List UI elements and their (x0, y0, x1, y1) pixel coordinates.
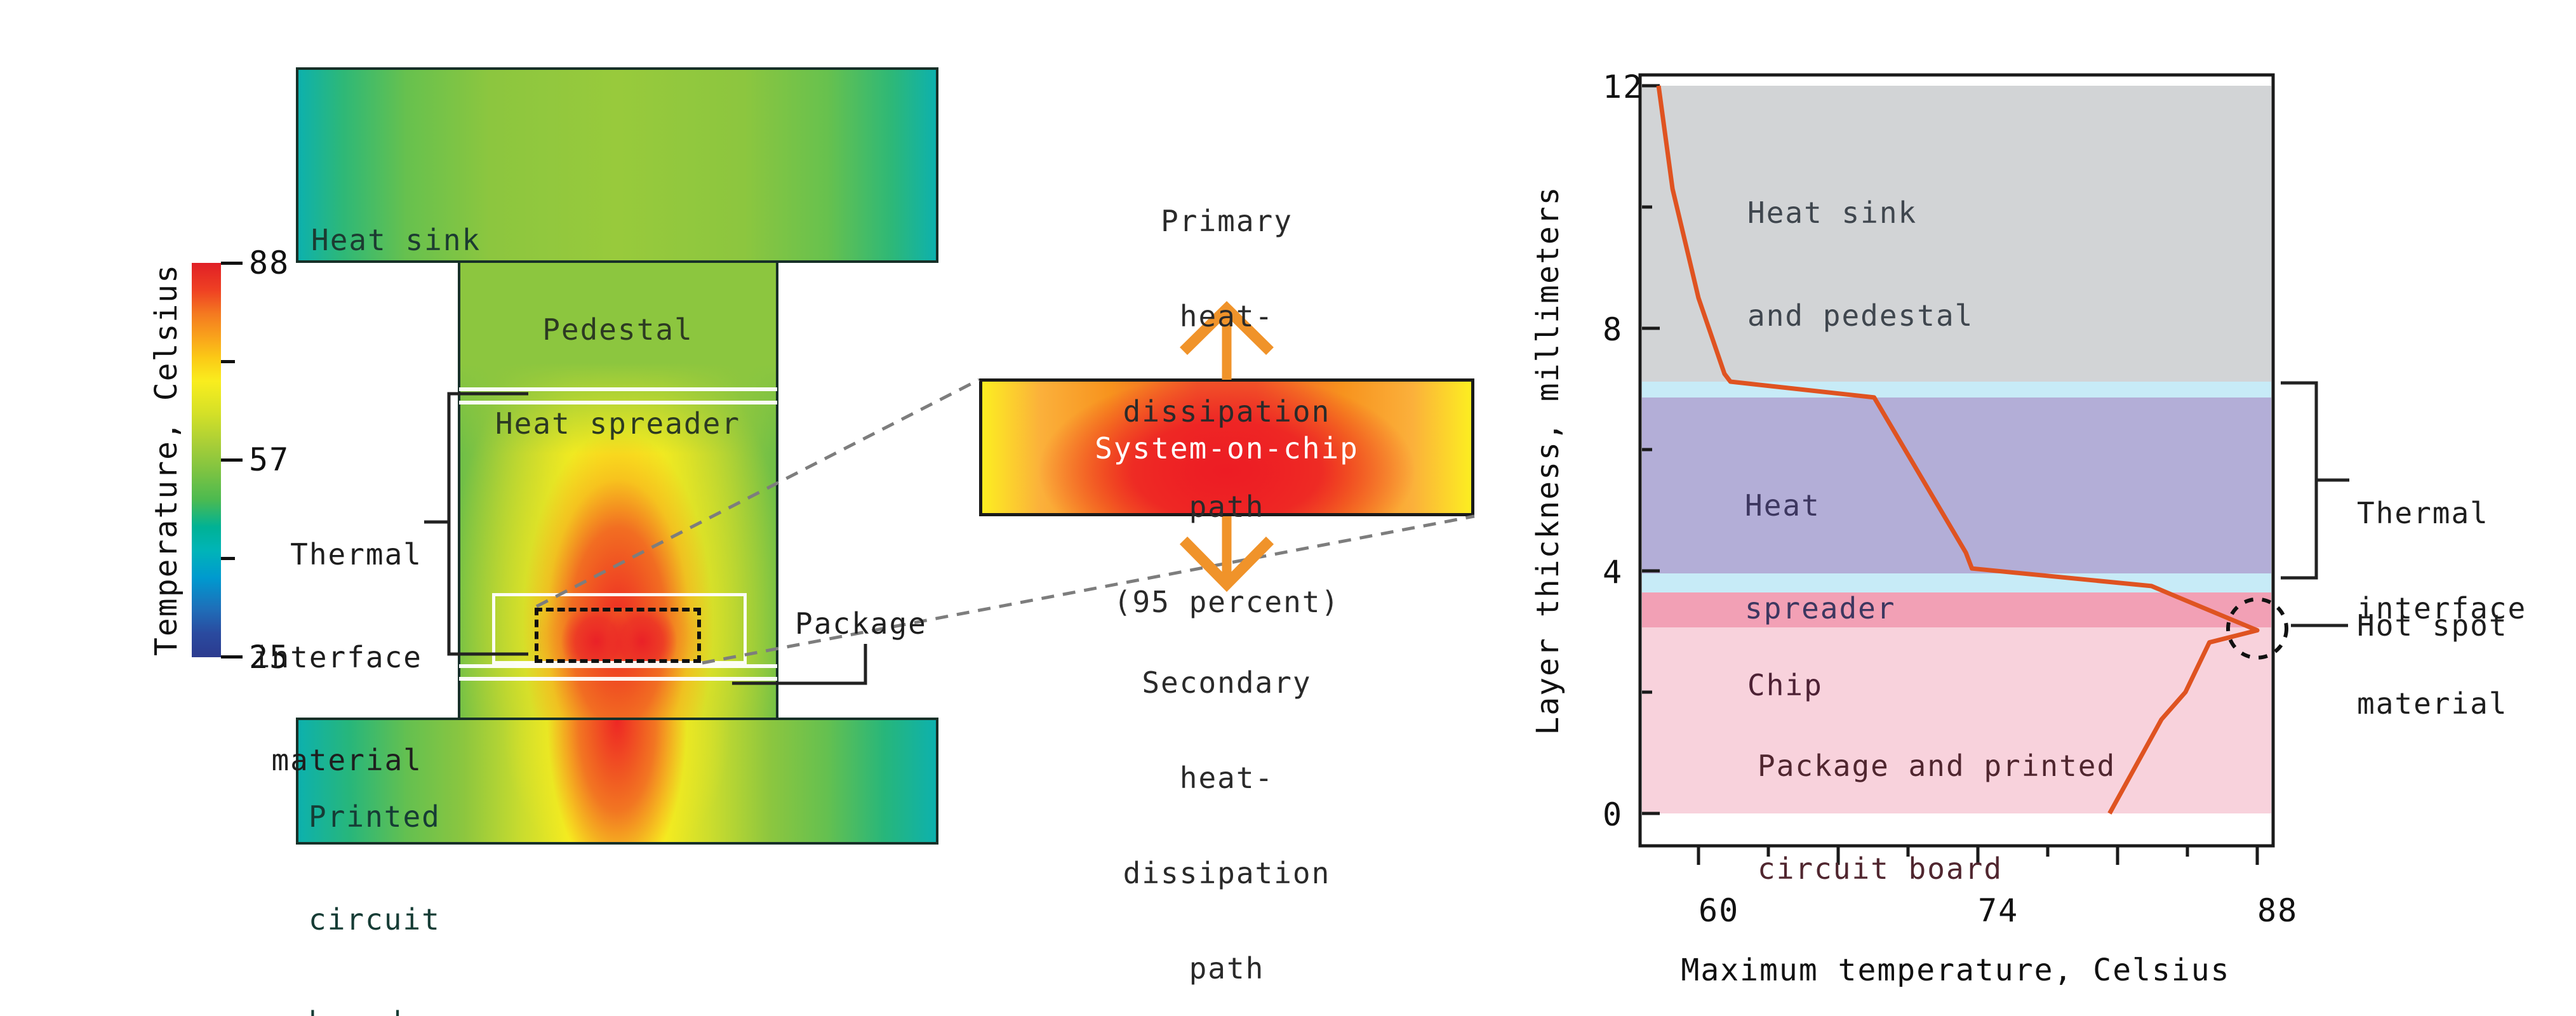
hot-spot-label: Hot spot (2357, 608, 2508, 643)
tim-bracket-right (2281, 381, 2318, 580)
y-tick-label-12: 12 (1603, 69, 1644, 105)
thermal-interface-line-bottom-2 (459, 677, 777, 681)
colorbar-tick-25 (221, 655, 243, 658)
colorbar-tick-57 (221, 458, 243, 462)
chip-dashed-outline-box (535, 608, 701, 663)
band-thermal-interface-material-lower- (1642, 573, 2271, 593)
colorbar-tick-minor (221, 557, 235, 560)
y-tick-label-4: 4 (1603, 554, 1624, 591)
printed-circuit-board-region (296, 718, 938, 845)
package-label: Package (795, 606, 927, 641)
thermal-interface-line-top-1 (459, 387, 777, 391)
x-tick-label-88: 88 (2257, 892, 2299, 929)
thermal-interface-line-bottom-1 (459, 664, 777, 668)
thermal-interface-line-top-2 (459, 401, 777, 404)
colorbar-title: Temperature, Celsius (149, 264, 184, 656)
heat-spreader-label: Heat spreader (495, 406, 741, 441)
y-axis-title: Layer thickness, millimeters (1530, 185, 1566, 735)
x-axis-title: Maximum temperature, Celsius (1681, 952, 2231, 988)
zone-label-heat-sink-and-pedestal: Heat sink and pedestal (1747, 196, 1974, 333)
primary-heat-path-label: Primary heat- dissipation path (95 perce… (1113, 204, 1340, 619)
y-tick-label-0: 0 (1603, 796, 1624, 833)
printed-circuit-board-label: Printed circuit board (309, 799, 441, 1016)
heat-sink-label: Heat sink (311, 223, 481, 257)
pedestal-label: Pedestal (542, 312, 693, 347)
colorbar-label-57: 57 (249, 441, 290, 478)
y-tick-label-8: 8 (1603, 311, 1624, 348)
system-on-chip-label: System-on-chip (1095, 431, 1359, 465)
band-heat-spreader (1642, 397, 2271, 573)
band-chip (1642, 592, 2271, 627)
colorbar-tick-88 (221, 262, 243, 265)
colorbar-tick-minor (221, 360, 235, 363)
x-tick-label-74: 74 (1978, 892, 2019, 929)
x-tick-label-60: 60 (1698, 892, 1740, 929)
colorbar-label-25: 25 (249, 639, 290, 676)
zone-label-package-and-pcb: Package and printed circuit board (1758, 749, 2116, 886)
zoom-connector-bottom (702, 514, 1475, 665)
heat-sink-region (296, 67, 938, 263)
temperature-colorbar (192, 263, 221, 657)
secondary-heat-path-label: Secondary heat- dissipation path (5 perc… (1123, 665, 1331, 986)
thermal-interface-material-label: Thermal interface material (252, 537, 422, 777)
tim-bracket-label: Thermal interface material (2357, 496, 2527, 721)
system-on-chip-box (979, 378, 1474, 516)
chip-hot-spot-blob (538, 608, 700, 662)
colorbar-label-88: 88 (249, 244, 290, 281)
